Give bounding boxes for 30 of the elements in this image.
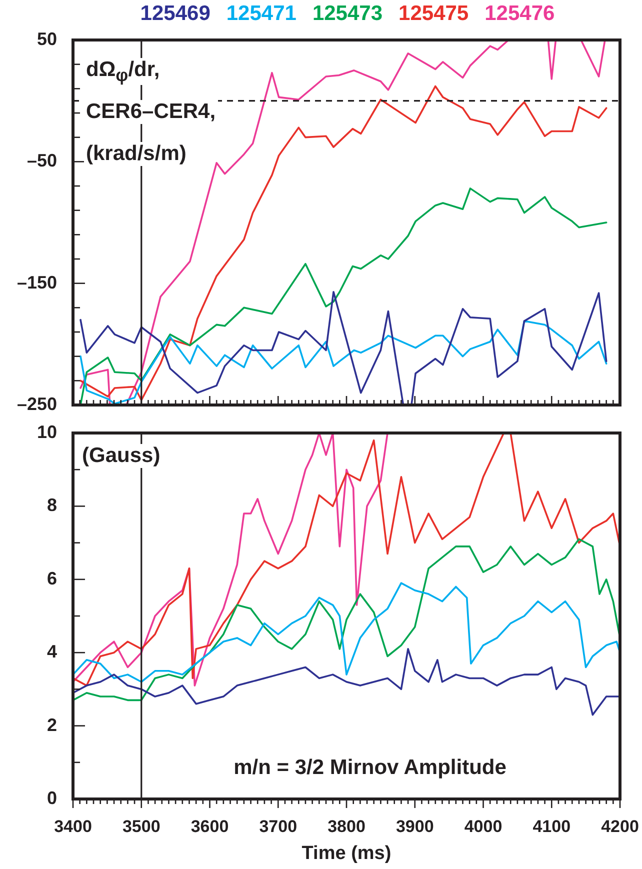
- text: 125469: [140, 2, 210, 25]
- y-tick-label: 50: [36, 28, 57, 49]
- annotation: dΩ$_{φ}$/dr,: [84, 58, 162, 86]
- text: 125471: [226, 2, 296, 25]
- x-tick-label: 4200: [601, 816, 639, 836]
- annotation: (krad/s/m): [84, 142, 188, 166]
- y-tick-label: –50: [26, 150, 57, 171]
- y-tick-label: 10: [36, 422, 57, 442]
- text: 125473: [312, 2, 383, 25]
- y-tick-label: 6: [46, 568, 57, 588]
- series-label: 125476: [484, 2, 555, 25]
- x-tick-label: 4100: [532, 816, 571, 836]
- x-tick-label: 4000: [464, 816, 502, 836]
- x-tick-label: 3800: [328, 816, 366, 836]
- text: 125475: [398, 2, 469, 25]
- annotation: (Gauss): [80, 444, 162, 468]
- x-axis-title: Time (ms): [302, 842, 392, 864]
- y-tick-label: 4: [46, 642, 57, 662]
- y-tick-label: 8: [46, 495, 57, 516]
- y-tick-label: –150: [16, 272, 57, 292]
- x-tick-label: 3500: [122, 816, 160, 836]
- y-tick-label: 2: [46, 714, 57, 735]
- y-tick-label: 0: [46, 788, 57, 808]
- x-tick-label: 3400: [54, 816, 92, 836]
- x-tick-label: 3700: [259, 816, 298, 836]
- annotation: m/n = 3/2 Mirnov Amplitude: [232, 756, 508, 780]
- y-tick-label: –250: [16, 394, 57, 414]
- annotation: CER6–CER4,: [84, 100, 218, 124]
- x-tick-label: 3600: [190, 816, 229, 836]
- x-tick-label: 3900: [396, 816, 434, 836]
